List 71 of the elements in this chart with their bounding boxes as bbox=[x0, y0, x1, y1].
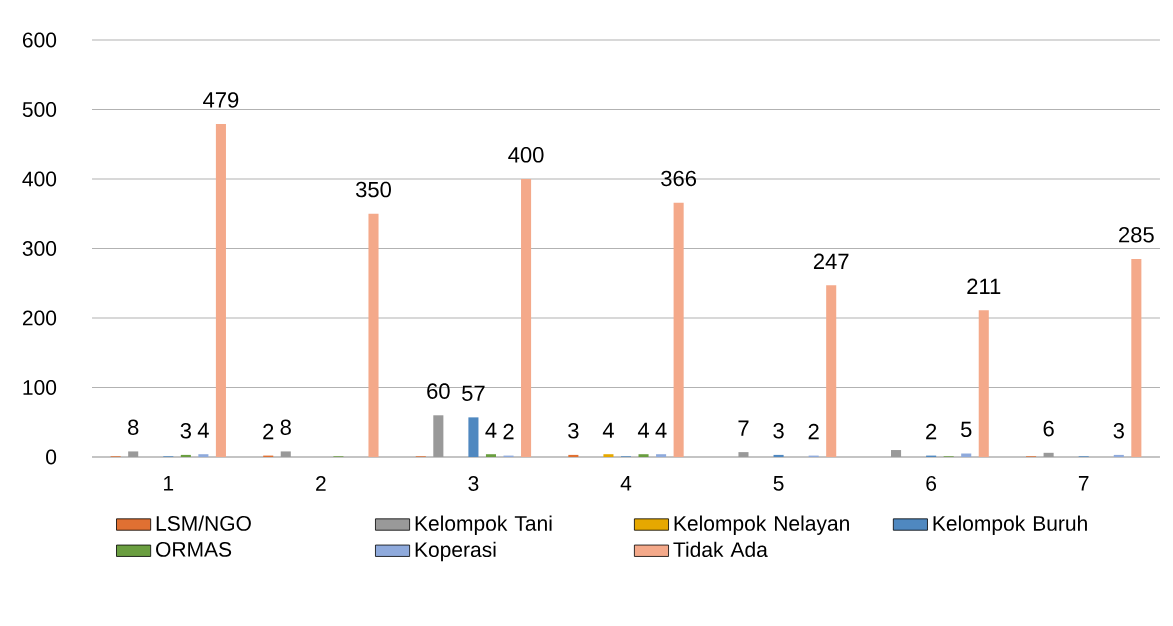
x-tick-label: 2 bbox=[316, 476, 326, 491]
bar bbox=[673, 202, 684, 457]
bar bbox=[568, 454, 579, 457]
legend-label: Kelompok Buruh bbox=[933, 515, 1087, 535]
data-label: 247 bbox=[813, 253, 849, 269]
bar bbox=[826, 285, 837, 457]
data-label: 400 bbox=[508, 147, 544, 163]
data-label: 4 bbox=[655, 422, 667, 438]
bar bbox=[891, 450, 902, 457]
data-label: 3 bbox=[1113, 422, 1124, 439]
bar bbox=[485, 454, 497, 457]
data-label: 4 bbox=[485, 422, 497, 438]
data-label: 2 bbox=[503, 423, 514, 440]
data-label: 366 bbox=[661, 170, 697, 187]
bar bbox=[656, 454, 667, 457]
bar bbox=[603, 454, 614, 457]
legend-label: Koperasi bbox=[415, 541, 496, 562]
x-tick-label: 7 bbox=[1078, 476, 1089, 491]
data-label: 285 bbox=[1119, 226, 1154, 243]
data-label: 60 bbox=[427, 383, 450, 399]
data-label: 4 bbox=[197, 422, 209, 438]
bar bbox=[1131, 258, 1142, 457]
data-label: 5 bbox=[960, 421, 972, 438]
y-tick-label: 600 bbox=[22, 32, 57, 48]
bar bbox=[1113, 454, 1124, 457]
legend-label: Kelompok Nelayan bbox=[674, 515, 849, 535]
x-tick-label: 5 bbox=[773, 476, 784, 491]
bar bbox=[433, 415, 444, 457]
data-label: 7 bbox=[738, 420, 749, 436]
data-label: 57 bbox=[462, 385, 485, 401]
data-label: 479 bbox=[203, 92, 239, 108]
data-label: 8 bbox=[128, 419, 139, 436]
data-label: 6 bbox=[1043, 420, 1054, 437]
y-tick-label: 100 bbox=[23, 380, 57, 395]
bar bbox=[638, 454, 649, 457]
y-tick-label: 500 bbox=[22, 102, 57, 117]
data-label: 211 bbox=[967, 278, 1001, 294]
bar bbox=[978, 310, 989, 457]
legend-label: LSM/NGO bbox=[156, 515, 251, 531]
data-label: 2 bbox=[808, 423, 819, 440]
x-tick-label: 1 bbox=[164, 476, 174, 491]
bar bbox=[368, 213, 379, 457]
bar bbox=[128, 451, 139, 457]
bar bbox=[215, 124, 226, 457]
bar bbox=[738, 452, 749, 457]
bar bbox=[180, 454, 191, 457]
data-label: 3 bbox=[180, 422, 191, 439]
data-label: 8 bbox=[280, 419, 291, 436]
data-label: 350 bbox=[355, 181, 391, 198]
y-tick-label: 200 bbox=[22, 310, 57, 326]
data-label: 3 bbox=[568, 422, 579, 439]
bar bbox=[1043, 452, 1054, 457]
bar bbox=[198, 454, 209, 457]
y-tick-label: 300 bbox=[22, 241, 57, 256]
data-label: 3 bbox=[773, 422, 784, 439]
data-label: 4 bbox=[602, 422, 614, 438]
x-tick-label: 4 bbox=[620, 476, 632, 491]
y-tick-label: 400 bbox=[22, 171, 57, 187]
legend-label: ORMAS bbox=[156, 541, 232, 557]
x-tick-label: 6 bbox=[926, 476, 937, 491]
x-tick-label: 3 bbox=[468, 476, 479, 491]
y-tick-label: 0 bbox=[46, 449, 57, 465]
legend-label: Tidak Ada bbox=[673, 541, 768, 558]
data-label: 2 bbox=[926, 423, 937, 440]
bar bbox=[521, 179, 532, 457]
data-label: 4 bbox=[637, 422, 649, 438]
data-label: 2 bbox=[263, 423, 274, 440]
bar bbox=[280, 451, 291, 457]
bar bbox=[468, 417, 479, 457]
legend-label: Kelompok Tani bbox=[415, 515, 552, 535]
bar bbox=[773, 454, 784, 457]
